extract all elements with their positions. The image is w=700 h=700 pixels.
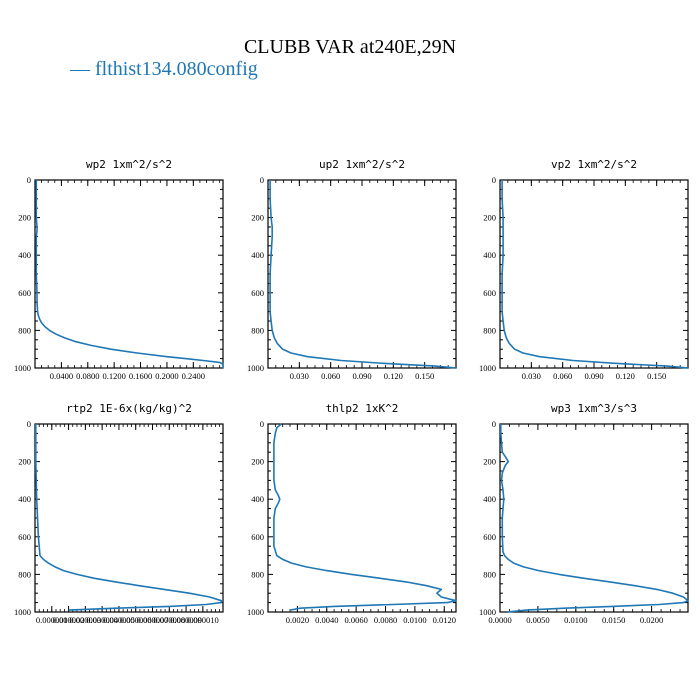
x-tick-label: 0.000005 xyxy=(103,615,135,625)
y-tick-label: 200 xyxy=(483,457,496,467)
series-line xyxy=(499,424,689,613)
x-tick-label: 0.0050 xyxy=(526,615,549,625)
y-tick-label: 600 xyxy=(251,288,264,298)
x-tick-label: 0.030 xyxy=(522,371,541,381)
y-tick-label: 600 xyxy=(483,288,496,298)
x-tick-label: 0.0040 xyxy=(315,615,338,625)
x-tick-label: 0.0200 xyxy=(640,615,663,625)
y-tick-label: 600 xyxy=(483,532,496,542)
x-tick-label: 0.0800 xyxy=(76,371,99,381)
y-tick-label: 200 xyxy=(18,213,31,223)
y-tick-label: 1000 xyxy=(479,607,496,617)
x-tick-label: 0.000004 xyxy=(86,615,119,625)
y-tick-label: 800 xyxy=(251,569,264,579)
y-tick-label: 600 xyxy=(18,532,31,542)
x-tick-label: 0.0120 xyxy=(433,615,456,625)
x-tick-label: 0.090 xyxy=(584,371,603,381)
x-tick-label: 0.000003 xyxy=(69,615,101,625)
x-tick-label: 0.1200 xyxy=(102,371,125,381)
panel-title: vp2 1xm^2/s^2 xyxy=(551,158,637,171)
x-tick-label: 0.000008 xyxy=(153,615,185,625)
panel-2: up2 1xm^2/s^2 0 200 400 600 800 1000 0.030 0.060… xyxy=(247,158,457,381)
x-tick-label: 0.000002 xyxy=(53,615,85,625)
x-tick-label: 0.120 xyxy=(384,371,403,381)
y-tick-label: 400 xyxy=(251,250,264,260)
y-tick-label: 1000 xyxy=(14,607,31,617)
y-tick-label: 1000 xyxy=(247,363,264,373)
x-tick-label: 0.0020 xyxy=(286,615,309,625)
x-tick-label: 0.150 xyxy=(647,371,666,381)
panel-title: wp3 1xm^3/s^3 xyxy=(551,402,637,415)
series-line xyxy=(273,423,457,611)
x-tick-label: 0.0000 xyxy=(488,615,511,625)
y-tick-label: 0 xyxy=(27,175,31,185)
panel-title: thlp2 1xK^2 xyxy=(326,402,399,415)
plot-frame xyxy=(499,179,689,369)
panel-5: thlp2 1xK^2 0 200 400 600 800 1000 0.0020 0.0040… xyxy=(247,402,457,625)
y-tick-label: 1000 xyxy=(14,363,31,373)
x-tick-label: 0.1600 xyxy=(129,371,152,381)
y-tick-label: 600 xyxy=(18,288,31,298)
plot-frame xyxy=(499,423,689,613)
x-tick-label: 0.2000 xyxy=(155,371,178,381)
chart-title: CLUBB VAR at240E,29N xyxy=(243,36,457,58)
series-line xyxy=(501,180,689,369)
y-tick-label: 0 xyxy=(260,175,264,185)
x-tick-label: 0.2400 xyxy=(182,371,205,381)
plot-frame xyxy=(267,179,457,369)
x-tick-label: 0.000009 xyxy=(170,615,202,625)
series-line xyxy=(35,180,224,368)
y-tick-label: 0 xyxy=(492,419,496,429)
series-line xyxy=(269,180,457,369)
panel-3: vp2 1xm^2/s^2 0 200 400 600 800 1000 0.030 0.060… xyxy=(479,158,689,381)
y-tick-label: 200 xyxy=(251,457,264,467)
y-tick-label: 200 xyxy=(483,213,496,223)
y-tick-label: 400 xyxy=(251,494,264,504)
x-tick-label: 0.000001 xyxy=(36,615,68,625)
x-tick-label: 0.000010 xyxy=(187,615,219,625)
plot-frame xyxy=(34,179,224,369)
x-tick-label: 0.000007 xyxy=(137,615,169,625)
panel-title: wp2 1xm^2/s^2 xyxy=(86,158,172,171)
y-tick-label: 800 xyxy=(251,325,264,335)
y-tick-label: 400 xyxy=(18,494,31,504)
x-tick-label: 0.0150 xyxy=(602,615,625,625)
y-tick-label: 0 xyxy=(260,419,264,429)
legend-entry: — flthist134.080config xyxy=(70,58,258,80)
y-tick-label: 400 xyxy=(483,250,496,260)
x-tick-label: 0.060 xyxy=(321,371,340,381)
y-tick-label: 1000 xyxy=(247,607,264,617)
x-tick-label: 0.150 xyxy=(415,371,434,381)
x-tick-label: 0.0060 xyxy=(344,615,367,625)
y-tick-label: 0 xyxy=(27,419,31,429)
x-tick-label: 0.060 xyxy=(553,371,572,381)
x-tick-label: 0.0100 xyxy=(564,615,587,625)
y-tick-label: 800 xyxy=(18,325,31,335)
y-tick-label: 800 xyxy=(18,569,31,579)
y-tick-label: 800 xyxy=(483,325,496,335)
y-tick-label: 600 xyxy=(251,532,264,542)
x-tick-label: 0.030 xyxy=(290,371,309,381)
y-tick-label: 200 xyxy=(251,213,264,223)
y-tick-label: 200 xyxy=(18,457,31,467)
x-tick-label: 0.0100 xyxy=(403,615,426,625)
y-tick-label: 1000 xyxy=(479,363,496,373)
y-tick-label: 0 xyxy=(492,175,496,185)
series-line xyxy=(34,424,223,611)
panel-title: rtp2 1E-6x(kg/kg)^2 xyxy=(66,402,192,415)
y-tick-label: 400 xyxy=(18,250,31,260)
panel-4: rtp2 1E-6x(kg/kg)^2 0 200 400 600 800 1000 0.00… xyxy=(14,402,224,625)
y-tick-label: 800 xyxy=(483,569,496,579)
panel-1: wp2 1xm^2/s^2 0 200 400 600 800 1000 0.0400 0.08… xyxy=(14,158,224,381)
x-tick-label: 0.090 xyxy=(352,371,371,381)
plot-frame xyxy=(267,423,457,613)
panel-title: up2 1xm^2/s^2 xyxy=(319,158,405,171)
x-tick-label: 0.000006 xyxy=(120,615,152,625)
x-tick-label: 0.0080 xyxy=(374,615,397,625)
x-tick-label: 0.120 xyxy=(616,371,635,381)
x-tick-label: 0.0400 xyxy=(50,371,73,381)
y-tick-label: 400 xyxy=(483,494,496,504)
